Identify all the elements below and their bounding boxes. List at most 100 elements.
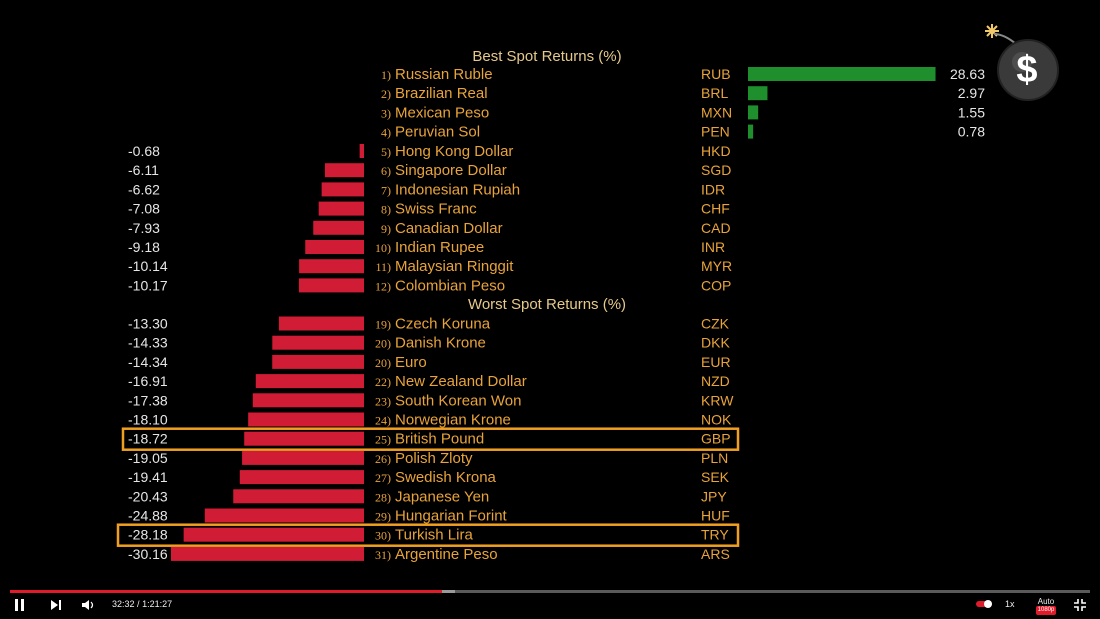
currency-name: Hungarian Forint (395, 508, 508, 525)
currency-name: Indian Rupee (395, 239, 484, 256)
rank-label: 10) (375, 241, 391, 255)
rank-label: 30) (375, 529, 391, 543)
currency-code: GBP (701, 431, 731, 447)
rank-label: 20) (375, 337, 391, 351)
bomb-dollar-icon: $ (985, 24, 1059, 101)
value-label: 2.97 (958, 85, 985, 101)
currency-code: IDR (701, 181, 725, 197)
progress-played (10, 590, 442, 593)
quality-selector[interactable]: Auto 1080p (1036, 597, 1056, 615)
currency-code: RUB (701, 66, 731, 82)
bar-negative (183, 527, 364, 542)
currency-name: Peruvian Sol (395, 124, 480, 141)
bar-negative (278, 316, 364, 331)
bar-positive (748, 86, 768, 101)
pause-icon (15, 599, 24, 611)
rank-label: 11) (375, 260, 391, 274)
currency-name: Turkish Lira (395, 527, 473, 544)
rank-label: 3) (381, 106, 391, 120)
value-label: -7.08 (128, 201, 160, 217)
bar-negative (298, 278, 364, 293)
video-player-controls: 32:32 / 1:21:27 1x Auto 1080p (0, 588, 1100, 619)
rank-label: 6) (381, 164, 391, 178)
bar-negative (239, 470, 364, 485)
currency-name: Japanese Yen (395, 488, 489, 505)
bar-negative (242, 450, 364, 465)
currency-code: NZD (701, 373, 730, 389)
currency-name: Brazilian Real (395, 85, 488, 102)
dollar-sign: $ (1016, 49, 1037, 91)
rank-label: 12) (375, 279, 391, 293)
next-button[interactable] (46, 597, 66, 613)
currency-name: Euro (395, 354, 427, 371)
currency-name: Singapore Dollar (395, 162, 507, 179)
currency-code: JPY (701, 488, 727, 504)
rank-label: 27) (375, 471, 391, 485)
bar-negative (255, 374, 364, 389)
currency-code: PLN (701, 450, 728, 466)
rank-label: 7) (381, 183, 391, 197)
currency-name: Colombian Peso (395, 277, 505, 294)
currency-name: British Pound (395, 431, 484, 448)
rank-label: 19) (375, 318, 391, 332)
bar-negative (272, 354, 364, 369)
currency-code: HKD (701, 143, 731, 159)
currency-code: CZK (701, 316, 730, 332)
bar-negative (299, 259, 364, 274)
rank-label: 4) (381, 126, 391, 140)
value-label: -28.18 (128, 527, 168, 543)
autoplay-toggle[interactable] (976, 599, 994, 609)
currency-name: Canadian Dollar (395, 220, 503, 237)
progress-bar[interactable] (10, 590, 1090, 593)
currency-name: Indonesian Rupiah (395, 181, 520, 198)
exit-fullscreen-button[interactable] (1072, 597, 1088, 613)
bar-negative (305, 240, 364, 254)
exit-fullscreen-icon (1074, 599, 1086, 611)
bar-negative (272, 335, 364, 350)
value-label: 0.78 (958, 124, 985, 140)
bar-negative (321, 182, 364, 197)
currency-name: Mexican Peso (395, 104, 489, 121)
currency-code: MXN (701, 104, 732, 120)
bar-negative (252, 393, 364, 408)
value-label: -16.91 (128, 373, 168, 389)
rank-label: 24) (375, 414, 391, 428)
bar-negative (170, 546, 364, 561)
value-label: -7.93 (128, 220, 160, 236)
value-label: -20.43 (128, 488, 168, 504)
currency-name: Hong Kong Dollar (395, 143, 513, 160)
value-label: -14.34 (128, 354, 168, 370)
currency-name: Norwegian Krone (395, 412, 511, 429)
currency-name: Polish Zloty (395, 450, 473, 467)
pause-button[interactable] (10, 597, 30, 613)
currency-code: SEK (701, 469, 730, 485)
value-label: -6.62 (128, 181, 160, 197)
currency-code: TRY (701, 527, 729, 543)
rank-label: 31) (375, 548, 391, 562)
currency-code: PEN (701, 124, 730, 140)
playback-speed[interactable]: 1x (1005, 599, 1015, 609)
currency-returns-chart: Best Spot Returns (%) Worst Spot Returns… (116, 48, 985, 563)
bar-negative (313, 220, 364, 235)
currency-name: Czech Koruna (395, 316, 491, 333)
rank-label: 8) (381, 203, 391, 217)
value-label: -14.33 (128, 335, 168, 351)
rank-label: 22) (375, 375, 391, 389)
rank-label: 23) (375, 394, 391, 408)
currency-name: Malaysian Ringgit (395, 258, 514, 275)
rank-label: 9) (381, 222, 391, 236)
currency-code: ARS (701, 546, 730, 562)
value-label: -30.16 (128, 546, 168, 562)
currency-name: Russian Ruble (395, 66, 493, 83)
rank-label: 1) (381, 68, 391, 82)
highlight-box (116, 523, 740, 547)
currency-code: DKK (701, 335, 730, 351)
value-label: -18.10 (128, 412, 168, 428)
rank-label: 28) (375, 490, 391, 504)
bar-positive (748, 124, 754, 139)
currency-code: NOK (701, 412, 732, 428)
volume-button[interactable] (79, 597, 99, 613)
bar-negative (233, 489, 364, 504)
quality-badge: 1080p (1036, 606, 1056, 615)
currency-code: INR (701, 239, 725, 255)
